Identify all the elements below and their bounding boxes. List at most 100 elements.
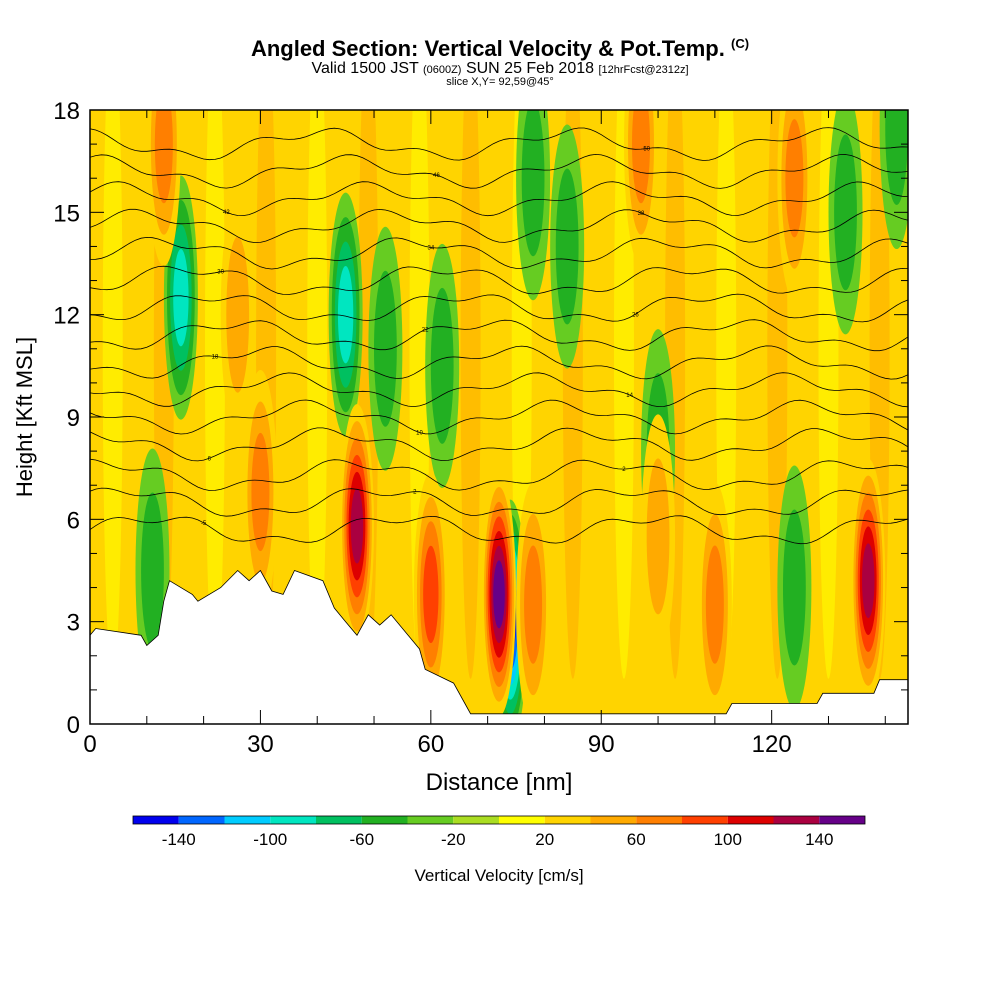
x-tick-label: 30 bbox=[247, 731, 274, 758]
colorbar-swatch bbox=[682, 816, 728, 824]
field-stripe bbox=[204, 110, 225, 679]
velocity-cell bbox=[173, 248, 189, 347]
field-stripe bbox=[613, 110, 634, 679]
theta-contour-label: -2 bbox=[411, 490, 417, 496]
theta-contour-line bbox=[90, 515, 908, 545]
velocity-cell bbox=[834, 134, 857, 291]
theta-contour-line bbox=[90, 153, 908, 189]
title-text: Angled Section: Vertical Velocity & Pot.… bbox=[250, 36, 725, 61]
colorbar-swatch bbox=[407, 816, 454, 824]
colorbar-swatch bbox=[727, 816, 774, 824]
colorbar-swatch bbox=[178, 816, 225, 824]
velocity-cell bbox=[423, 545, 439, 644]
y-tick-label: 0 bbox=[67, 712, 80, 739]
colorbar-swatch bbox=[361, 816, 408, 824]
velocity-cell bbox=[154, 110, 173, 204]
theta-contour-label: 6 bbox=[208, 456, 212, 462]
x-tick-label: 120 bbox=[752, 731, 792, 758]
y-tick-label: 6 bbox=[67, 507, 80, 534]
field-stripe bbox=[460, 110, 481, 679]
colorbar-tick-label: -140 bbox=[162, 830, 196, 849]
colorbar-swatch bbox=[316, 816, 362, 824]
valid-time-line: Valid 1500 JST (0600Z) SUN 25 Feb 2018 [… bbox=[0, 60, 1000, 78]
theta-contour-label: 2 bbox=[622, 467, 626, 473]
theta-contour-label: 14 bbox=[626, 393, 633, 399]
velocity-cell bbox=[555, 168, 579, 325]
colorbar-tick-label: -20 bbox=[441, 830, 466, 849]
axes: 0 30 60 90 120 0 3 6 9 12 15 18 bbox=[53, 98, 908, 758]
y-tick-label: 15 bbox=[53, 200, 80, 227]
theta-contour-line bbox=[90, 127, 908, 161]
chart-title: Angled Section: Vertical Velocity & Pot.… bbox=[0, 36, 1000, 62]
x-tick-label: 0 bbox=[83, 731, 96, 758]
velocity-cell bbox=[430, 287, 454, 444]
velocity-cell bbox=[782, 509, 806, 666]
terrain-profile bbox=[90, 569, 908, 724]
velocity-cell bbox=[862, 543, 875, 619]
forecast-label: [12hrFcst@2312z] bbox=[598, 64, 689, 76]
valid-utc: (0600Z) bbox=[422, 64, 462, 76]
theta-contour-line bbox=[90, 208, 908, 244]
x-tick-label: 60 bbox=[417, 731, 444, 758]
colorbar-tick-label: -100 bbox=[253, 830, 287, 849]
y-tick-label: 12 bbox=[53, 303, 80, 330]
theta-contour-label: 50 bbox=[643, 147, 650, 153]
theta-contour-label: 42 bbox=[223, 210, 230, 216]
theta-contour-line bbox=[90, 345, 908, 380]
valid-prefix: Valid 1500 JST bbox=[311, 60, 419, 77]
velocity-cell bbox=[251, 432, 270, 552]
theta-contour-label: 26 bbox=[632, 312, 639, 318]
y-tick-label: 3 bbox=[67, 610, 80, 637]
velocity-cell bbox=[337, 266, 354, 364]
velocity-cell bbox=[373, 270, 397, 427]
terrain-mask bbox=[90, 569, 908, 724]
valid-date: SUN 25 Feb 2018 bbox=[465, 60, 595, 77]
velocity-cell bbox=[521, 110, 545, 257]
colorbar-swatch bbox=[133, 816, 179, 824]
velocity-cell bbox=[632, 110, 651, 204]
theta-contour-line bbox=[90, 399, 908, 435]
y-tick-label: 18 bbox=[53, 98, 80, 125]
x-axis-label: Distance [nm] bbox=[426, 769, 573, 796]
y-axis-label: Height [Kft MSL] bbox=[12, 337, 37, 497]
field-stripe bbox=[102, 110, 123, 679]
theta-contour-line bbox=[90, 236, 908, 270]
theta-contour-line bbox=[90, 265, 908, 295]
colorbar-frame bbox=[132, 815, 866, 825]
colorbar-swatch bbox=[544, 816, 591, 824]
velocity-cell bbox=[493, 560, 505, 629]
colorbar-swatch bbox=[773, 816, 820, 824]
theta-contour-line bbox=[90, 372, 908, 408]
theta-contour-label: 38 bbox=[638, 211, 645, 217]
velocity-cell bbox=[785, 119, 804, 238]
theta-contour-label: 22 bbox=[422, 328, 429, 334]
colorbar-tick-label: 60 bbox=[627, 830, 646, 849]
theta-contour-line bbox=[90, 293, 908, 323]
theta-contour-label: 18 bbox=[212, 354, 219, 360]
colorbar-tick-label: 140 bbox=[805, 830, 833, 849]
colorbar-tick-label: 20 bbox=[535, 830, 554, 849]
title-unit: (C) bbox=[731, 36, 750, 51]
theta-contour-label: 46 bbox=[433, 173, 440, 179]
field-stripe bbox=[307, 110, 328, 679]
theta-contour-line bbox=[90, 487, 908, 517]
velocity-cell bbox=[646, 458, 670, 615]
theta-contour-label: -5 bbox=[201, 521, 207, 527]
slice-label: slice X,Y= 92,59@45° bbox=[446, 76, 554, 88]
velocity-cell bbox=[524, 545, 543, 664]
velocity-cell bbox=[350, 488, 364, 564]
colorbar-label: Vertical Velocity [cm/s] bbox=[414, 866, 583, 885]
velocity-cell bbox=[885, 110, 908, 206]
theta-contour-label: 30 bbox=[217, 270, 224, 276]
theta-contour-line bbox=[90, 427, 908, 462]
colorbar-swatch bbox=[636, 816, 682, 824]
velocity-cell bbox=[705, 545, 724, 664]
colorbar-swatch bbox=[224, 816, 271, 824]
velocity-cell bbox=[226, 236, 250, 393]
theta-contour-label: 10 bbox=[416, 431, 423, 437]
colorbar-swatch bbox=[819, 816, 865, 824]
colorbar-tick-label: 100 bbox=[714, 830, 742, 849]
colorbar-swatch bbox=[590, 816, 637, 824]
